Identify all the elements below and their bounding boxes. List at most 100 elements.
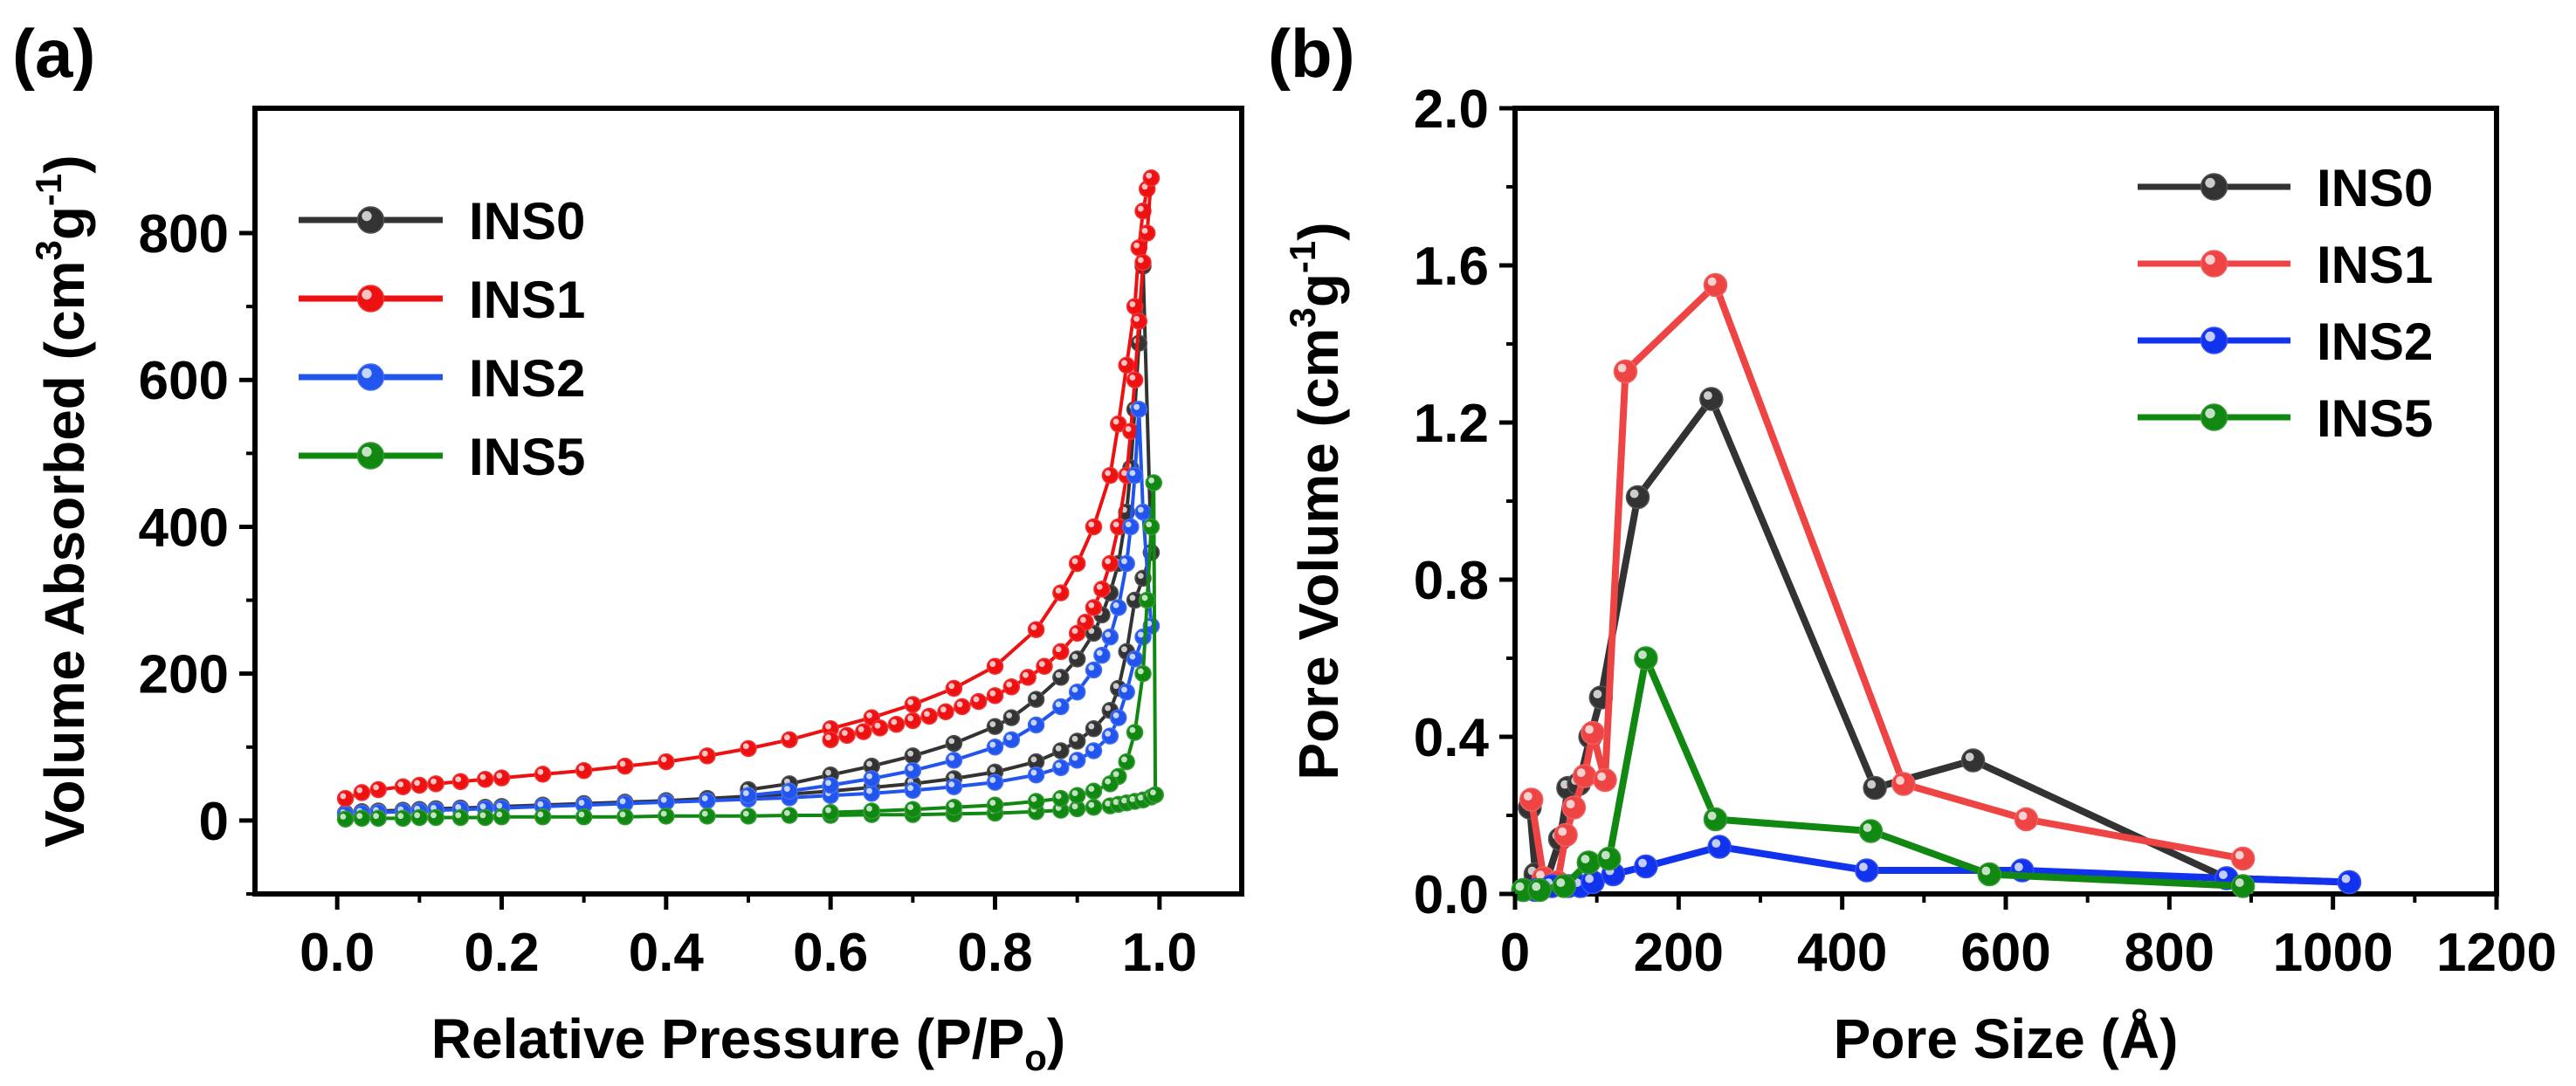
panel-a-ins1-desorption-point-24-highlight <box>874 722 881 729</box>
panel-a-ins5-adsorption-point-24-body <box>1085 798 1103 816</box>
panel-b-ins1-point-12 <box>2230 846 2256 871</box>
panel-a-ins1-adsorption-point-14-highlight <box>742 743 749 750</box>
panel-b-legend-ins1-marker-body <box>2200 250 2228 278</box>
panel-a-ins2-adsorption-point-19 <box>945 778 963 795</box>
panel-a-ins1-adsorption-point-3-body <box>394 778 412 795</box>
panel-a-ins2-adsorption-point-18-highlight <box>907 785 914 792</box>
panel-b-legend-ins2-label: INS2 <box>2317 313 2433 371</box>
panel-a-ins1-adsorption-point-13-body <box>699 747 716 765</box>
panel-a-ins5-adsorption-point-14-body <box>740 808 757 825</box>
panel-b-ins0-point-11 <box>1960 748 1986 773</box>
panel-a-ins2-desorption-point-13-body <box>1002 731 1021 749</box>
panel-a-y-axis-title: Volume Absorbed (cm3g-1) <box>28 155 96 847</box>
panel-b-y-tick-label-0: 0.0 <box>1414 865 1489 925</box>
panel-b-legend-ins1-marker <box>2200 250 2228 278</box>
panel-a-ins2-desorption-point-14-body <box>986 739 1004 756</box>
panel-a-ins1-desorption-point-2 <box>1134 253 1152 272</box>
panel-a-ins2-adsorption-point-11-highlight <box>619 798 626 805</box>
panel-a-ins2-adsorption-point-22-highlight <box>1055 762 1062 769</box>
panel-a-ins1-adsorption-point-0-body <box>336 789 355 808</box>
panel-a-ins2-adsorption-point-25-highlight <box>1105 731 1112 737</box>
panel-a-ins0-desorption-point-11-body <box>1052 669 1070 686</box>
panel-b-x-tick-label-3: 600 <box>1960 923 2050 983</box>
panel-a-ins1-desorption-point-16-highlight <box>1006 681 1013 688</box>
panel-a-ins5-desorption-point-4 <box>1134 664 1152 683</box>
panel-b-ins2-point-12 <box>2337 869 2362 895</box>
panel-a-label: (a) <box>12 15 95 92</box>
panel-a-ins2-adsorption-point-23 <box>1068 752 1086 769</box>
panel-b-ins5-point-6-body <box>1703 807 1728 832</box>
panel-a-ins5-adsorption-point-28-highlight <box>1129 795 1136 802</box>
panel-a-ins1-adsorption-point-6-highlight <box>455 776 462 783</box>
panel-a-ins2-desorption-point-20-body <box>740 787 757 805</box>
panel-b-legend-ins5-marker-body <box>2200 403 2228 431</box>
panel-a-x-tick-label-3: 0.6 <box>793 923 868 983</box>
panel-a-ins2-adsorption-point-10 <box>575 796 593 814</box>
panel-a-ins2-desorption-point-4 <box>1122 518 1140 536</box>
panel-a-ins2-desorption-point-10-body <box>1068 683 1086 701</box>
panel-b-ins1-point-7-body <box>1593 767 1617 793</box>
panel-b-y-axis-title: Pore Volume (cm3g-1) <box>1282 222 1350 780</box>
panel-a-x-axis-title: Relative Pressure (P/Po) <box>431 1007 1065 1078</box>
panel-b-ins0-series <box>1518 387 2362 895</box>
panel-a-ins2-adsorption-point-18 <box>904 781 922 800</box>
panel-b-ins1-point-4 <box>1561 795 1587 820</box>
panel-a-ins2-desorption-point-8-body <box>1093 646 1111 664</box>
panel-b-ins0-point-10-body <box>1863 775 1887 801</box>
panel-a-ins1-adsorption-point-7-highlight <box>479 773 486 780</box>
panel-a-ins1-desorption-point-0-body <box>1142 169 1161 187</box>
panel-a-ins1-desorption-point-26 <box>838 726 856 745</box>
panel-a-ins1-desorption-point-0-highlight <box>1146 172 1153 179</box>
panel-b-ins1-point-7 <box>1593 767 1617 793</box>
panel-a-ins5-adsorption-point-8 <box>492 808 511 826</box>
panel-a-ins1-adsorption-point-22 <box>1052 584 1070 601</box>
panel-a-legend-ins5-marker-highlight <box>362 446 372 457</box>
panel-b-ins5-point-8 <box>1977 862 2002 887</box>
panel-a-ins2-desorption-point-13-highlight <box>1006 734 1013 741</box>
panel-a-ins1-adsorption-point-9 <box>534 766 552 783</box>
panel-a-ins1-desorption-point-7 <box>1110 518 1127 536</box>
panel-a-ins2-desorption-point-3-body <box>1126 466 1144 485</box>
panel-a-legend-ins1-marker <box>356 285 385 313</box>
panel-b-legend-ins5-label: INS5 <box>2317 389 2433 448</box>
panel-b-ins1-point-7-highlight <box>1597 772 1607 781</box>
panel-a-ins5-adsorption-point-13-highlight <box>701 810 708 817</box>
panel-a-ins1-desorption-point-20-body <box>937 703 954 721</box>
panel-b-ins0-point-10-highlight <box>1867 780 1877 789</box>
panel-a-ins1-adsorption-point-5-body <box>427 775 444 793</box>
panel-a-ins2-adsorption-point-26 <box>1110 709 1127 726</box>
panel-a-ins2-desorption-point-2 <box>1130 401 1148 418</box>
panel-a-ins1-adsorption-point-19-body <box>945 679 963 698</box>
panel-a-ins0-desorption-point-12-highlight <box>1030 693 1037 700</box>
panel-a-ins1-adsorption-point-13 <box>699 747 716 765</box>
panel-a-ins2-adsorption-point-29-highlight <box>1137 631 1144 638</box>
panel-a-ins1-desorption-point-4 <box>1126 371 1144 388</box>
panel-b-ins0-point-8-body <box>1625 485 1650 510</box>
panel-a-ins5-desorption-point-9-highlight <box>1088 786 1095 792</box>
panel-a-ins5-desorption-point-8-body <box>1101 775 1119 793</box>
panel-b-x-tick-label-0: 0 <box>1500 923 1530 983</box>
panel-a-ins1-adsorption-point-14-body <box>740 739 757 758</box>
panel-b-ins1-point-12-highlight <box>2235 850 2244 860</box>
panel-a-ins5-desorption-point-12 <box>1027 793 1045 810</box>
panel-a-ins2-adsorption-point-27 <box>1118 683 1135 701</box>
panel-a-ins1-desorption-point-15 <box>1019 669 1037 686</box>
panel-a-ins0-adsorption-point-27-highlight <box>1121 646 1127 653</box>
panel-a-ins1-desorption-point-0 <box>1142 169 1161 187</box>
panel-b-legend-ins2-marker <box>2200 326 2228 354</box>
panel-a-ins1-adsorption-point-30-highlight <box>1137 205 1144 212</box>
panel-a-ins1-desorption-point-21-body <box>920 707 938 725</box>
panel-a-ins2-desorption-point-14-highlight <box>989 741 996 748</box>
panel-a-ins1-desorption-point-8 <box>1101 554 1119 573</box>
panel-a-ins2-adsorption-point-17-highlight <box>866 787 872 794</box>
panel-a-ins0-adsorption-point-24 <box>1085 719 1103 738</box>
panel-a-legend-ins0-label: INS0 <box>469 192 585 251</box>
panel-b-ins0-point-10 <box>1863 775 1887 801</box>
panel-a-ins2-desorption-point-14 <box>986 739 1004 756</box>
panel-a-ins5-adsorption-point-11-body <box>616 808 634 826</box>
panel-a-ins1-desorption-point-21 <box>920 707 938 725</box>
panel-a-ins2-desorption-point-1-highlight <box>1137 506 1144 513</box>
panel-b-ins5-point-5-highlight <box>1638 650 1647 660</box>
panel-a-ins5-adsorption-point-24 <box>1085 798 1103 816</box>
